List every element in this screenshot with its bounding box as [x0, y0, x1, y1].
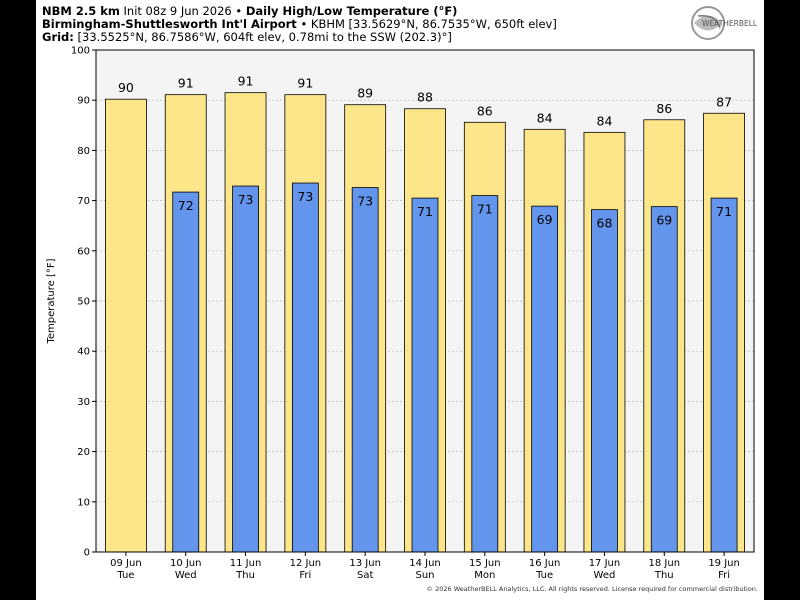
x-tick-date: 15 Jun: [469, 558, 501, 569]
high-bar: [105, 98, 147, 553]
high-value-label: 88: [417, 90, 433, 105]
logo-text: WEATHERBELL: [702, 19, 758, 28]
y-tick-label: 80: [77, 146, 90, 157]
high-value-label: 91: [178, 76, 194, 91]
x-tick-date: 09 Jun: [110, 558, 142, 569]
chart-panel: NBM 2.5 km Init 08z 9 Jun 2026 • Daily H…: [36, 0, 764, 600]
station-detail: KBHM [33.5629°N, 86.7535°W, 650ft elev]: [310, 17, 557, 31]
high-value-label: 91: [297, 76, 313, 91]
x-tick-day: Fri: [718, 570, 730, 581]
y-tick-label: 70: [77, 196, 90, 207]
y-tick-label: 30: [77, 397, 90, 408]
x-tick-date: 19 Jun: [708, 558, 740, 569]
y-tick-label: 0: [84, 548, 90, 559]
low-value-label: 71: [477, 202, 493, 217]
plot-frame: [95, 49, 755, 553]
low-bar: [172, 191, 200, 553]
x-tick-date: 11 Jun: [230, 558, 262, 569]
y-tick-label: 90: [77, 96, 90, 107]
header-line-3: Grid: [33.5525°N, 86.7586°W, 604ft elev,…: [42, 30, 452, 44]
high-value-label: 84: [597, 113, 613, 128]
low-value-label: 73: [357, 194, 373, 209]
header-line-2: Birmingham-Shuttlesworth Int'l Airport •…: [42, 17, 557, 31]
low-value-label: 68: [597, 216, 613, 231]
x-tick-day: Mon: [474, 570, 495, 581]
init-time: Init 08z 9 Jun 2026: [123, 4, 232, 18]
x-tick-date: 10 Jun: [170, 558, 202, 569]
x-tick-date: 14 Jun: [409, 558, 441, 569]
x-tick-date: 13 Jun: [349, 558, 381, 569]
chart-title: Daily High/Low Temperature (°F): [245, 4, 458, 18]
x-tick-day: Tue: [116, 570, 134, 581]
x-tick-day: Fri: [299, 570, 311, 581]
copyright-text: © 2026 WeatherBELL Analytics, LLC. All r…: [426, 585, 758, 593]
high-value-label: 84: [537, 110, 553, 125]
low-value-label: 73: [238, 192, 254, 207]
x-tick-day: Wed: [175, 570, 197, 581]
swirl-logo-icon: WEATHERBELL: [691, 6, 758, 40]
x-tick-day: Tue: [535, 570, 553, 581]
low-value-label: 72: [178, 198, 194, 213]
low-bar: [591, 209, 618, 553]
x-tick-day: Wed: [594, 570, 616, 581]
low-bar: [710, 197, 738, 553]
high-value-label: 90: [118, 80, 134, 95]
low-bar: [531, 205, 559, 553]
header-separator: •: [300, 17, 308, 31]
y-tick-label: 20: [77, 447, 90, 458]
low-value-label: 71: [716, 204, 732, 219]
high-value-label: 86: [477, 103, 493, 118]
x-tick-day: Sun: [415, 570, 434, 581]
low-bar: [650, 206, 678, 553]
x-tick-day: Sat: [357, 570, 373, 581]
y-tick-label: 40: [77, 347, 90, 358]
x-tick-date: 18 Jun: [649, 558, 681, 569]
low-value-label: 69: [537, 212, 553, 227]
low-bar: [232, 185, 259, 553]
bar-chart: 90 91 72 91 73 91 73 89 73 88 71 86 71 84 69 84 68 86 69 87…: [46, 46, 755, 581]
y-tick-label: 60: [77, 246, 90, 257]
station-name: Birmingham-Shuttlesworth Int'l Airport: [42, 17, 297, 31]
x-tick-date: 16 Jun: [529, 558, 561, 569]
y-tick-label: 100: [71, 46, 90, 57]
bars: 90 91 72 91 73 91 73 89 73 88 71 86 71 84 69 84 68 86 69 87…: [105, 74, 745, 553]
high-value-label: 87: [716, 94, 732, 109]
x-tick-date: 12 Jun: [290, 558, 322, 569]
y-tick-label: 10: [77, 497, 90, 508]
low-bar: [351, 187, 379, 553]
x-tick-date: 17 Jun: [589, 558, 621, 569]
weatherbell-logo: WEATHERBELL: [686, 4, 761, 42]
low-value-label: 71: [417, 204, 433, 219]
high-value-label: 86: [656, 101, 672, 116]
y-tick-label: 50: [77, 297, 90, 308]
grid-label: Grid:: [42, 30, 74, 44]
high-value-label: 89: [357, 86, 373, 101]
x-tick-day: Thu: [235, 570, 255, 581]
y-axis-title: Temperature [°F]: [46, 258, 57, 344]
high-value-label: 91: [238, 74, 254, 89]
grid-detail: [33.5525°N, 86.7586°W, 604ft elev, 0.78m…: [77, 30, 452, 44]
low-value-label: 73: [297, 189, 313, 204]
low-bar: [411, 197, 439, 553]
low-bar: [471, 195, 499, 553]
x-tick-day: Thu: [654, 570, 674, 581]
low-bar: [291, 182, 319, 553]
header-separator: •: [235, 4, 243, 18]
model-name: NBM 2.5 km: [42, 4, 120, 18]
low-value-label: 69: [656, 213, 672, 228]
header-line-1: NBM 2.5 km Init 08z 9 Jun 2026 • Daily H…: [42, 4, 457, 18]
